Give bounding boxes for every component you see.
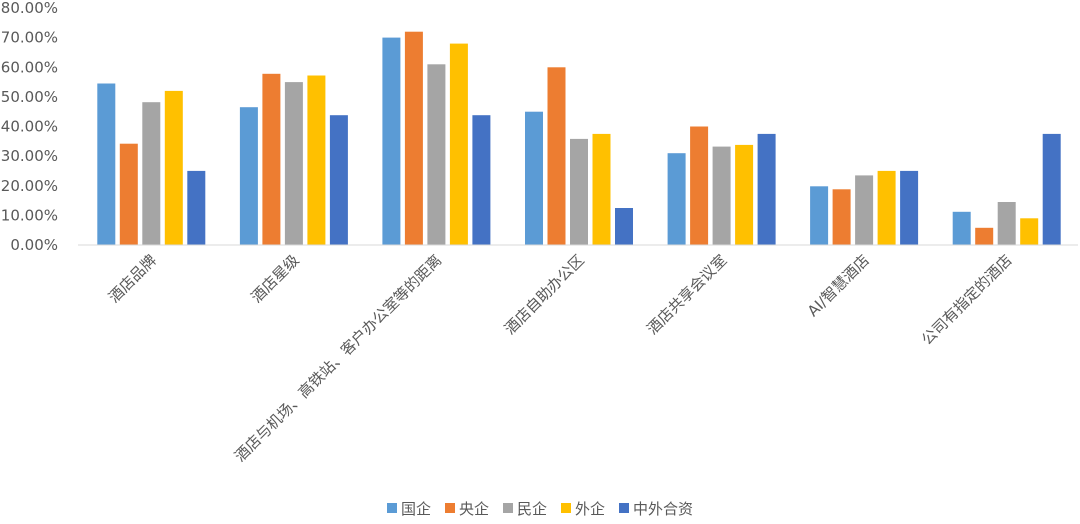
y-tick-label: 10.00% <box>1 206 58 224</box>
bar <box>449 43 468 245</box>
legend-item: 中外合资 <box>619 498 693 519</box>
bar <box>142 102 161 245</box>
bar <box>997 202 1016 245</box>
legend-swatch <box>619 503 630 513</box>
y-tick-label: 50.00% <box>1 88 58 106</box>
bar <box>382 37 401 245</box>
x-category-label: 酒店品牌 <box>105 251 160 306</box>
bar <box>404 31 423 246</box>
legend-swatch <box>444 503 455 513</box>
bar <box>832 189 851 245</box>
bar <box>975 227 994 245</box>
bar <box>592 133 611 245</box>
legend-item: 外企 <box>561 498 605 519</box>
legend-swatch <box>386 503 397 513</box>
y-tick-label: 30.00% <box>1 147 58 165</box>
bar <box>900 170 919 245</box>
y-tick-label: 40.00% <box>1 118 58 136</box>
bar <box>97 83 116 245</box>
bar <box>187 170 206 245</box>
bar <box>570 138 588 245</box>
bars <box>97 31 1061 246</box>
legend-label: 央企 <box>458 499 489 518</box>
bar <box>1042 133 1061 245</box>
bar <box>810 186 829 245</box>
bar <box>329 115 348 245</box>
legend-label: 外企 <box>575 499 606 518</box>
y-tick-label: 60.00% <box>1 58 58 76</box>
x-category-label: 酒店共享会议室 <box>643 251 730 338</box>
legend-label: 民企 <box>516 499 547 518</box>
y-axis: 0.00% 10.00% 20.00% 30.00% 40.00% 50.00% 60.00… <box>1 0 58 254</box>
legend-item: 民企 <box>502 498 547 519</box>
y-tick-label: 70.00% <box>1 29 58 47</box>
bar <box>877 170 896 245</box>
bar <box>712 146 731 245</box>
x-category-label: 公司有指定的酒店 <box>918 251 1016 349</box>
bar <box>525 111 543 245</box>
bar <box>757 133 776 245</box>
bar <box>667 153 686 245</box>
bar <box>615 208 633 245</box>
x-category-label: 酒店星级 <box>248 251 303 306</box>
bar <box>547 67 566 246</box>
bar <box>164 90 183 246</box>
legend-item: 国企 <box>386 498 431 519</box>
legend-label: 国企 <box>400 499 431 518</box>
bar <box>119 143 138 245</box>
bar <box>307 75 326 245</box>
bar <box>952 211 971 245</box>
legend-swatch <box>502 503 513 513</box>
bar <box>735 144 754 245</box>
bar <box>262 73 281 245</box>
x-category-label: AI/智慧酒店 <box>804 251 873 320</box>
y-tick-label: 80.00% <box>1 0 58 17</box>
legend-item: 央企 <box>444 498 489 519</box>
bar <box>472 115 491 245</box>
legend-label: 中外合资 <box>633 499 694 518</box>
bar <box>239 107 258 245</box>
bar <box>690 126 709 245</box>
bar <box>284 82 303 245</box>
bar <box>1020 218 1039 245</box>
bar <box>427 64 446 245</box>
y-tick-label: 20.00% <box>1 177 58 195</box>
legend-swatch <box>561 503 571 513</box>
x-category-label: 酒店自助办公区 <box>501 251 588 338</box>
y-tick-label: 0.00% <box>10 236 58 254</box>
bar <box>855 175 874 245</box>
legend: 国企 央企 民企 外企 中外合资 <box>0 496 1080 520</box>
